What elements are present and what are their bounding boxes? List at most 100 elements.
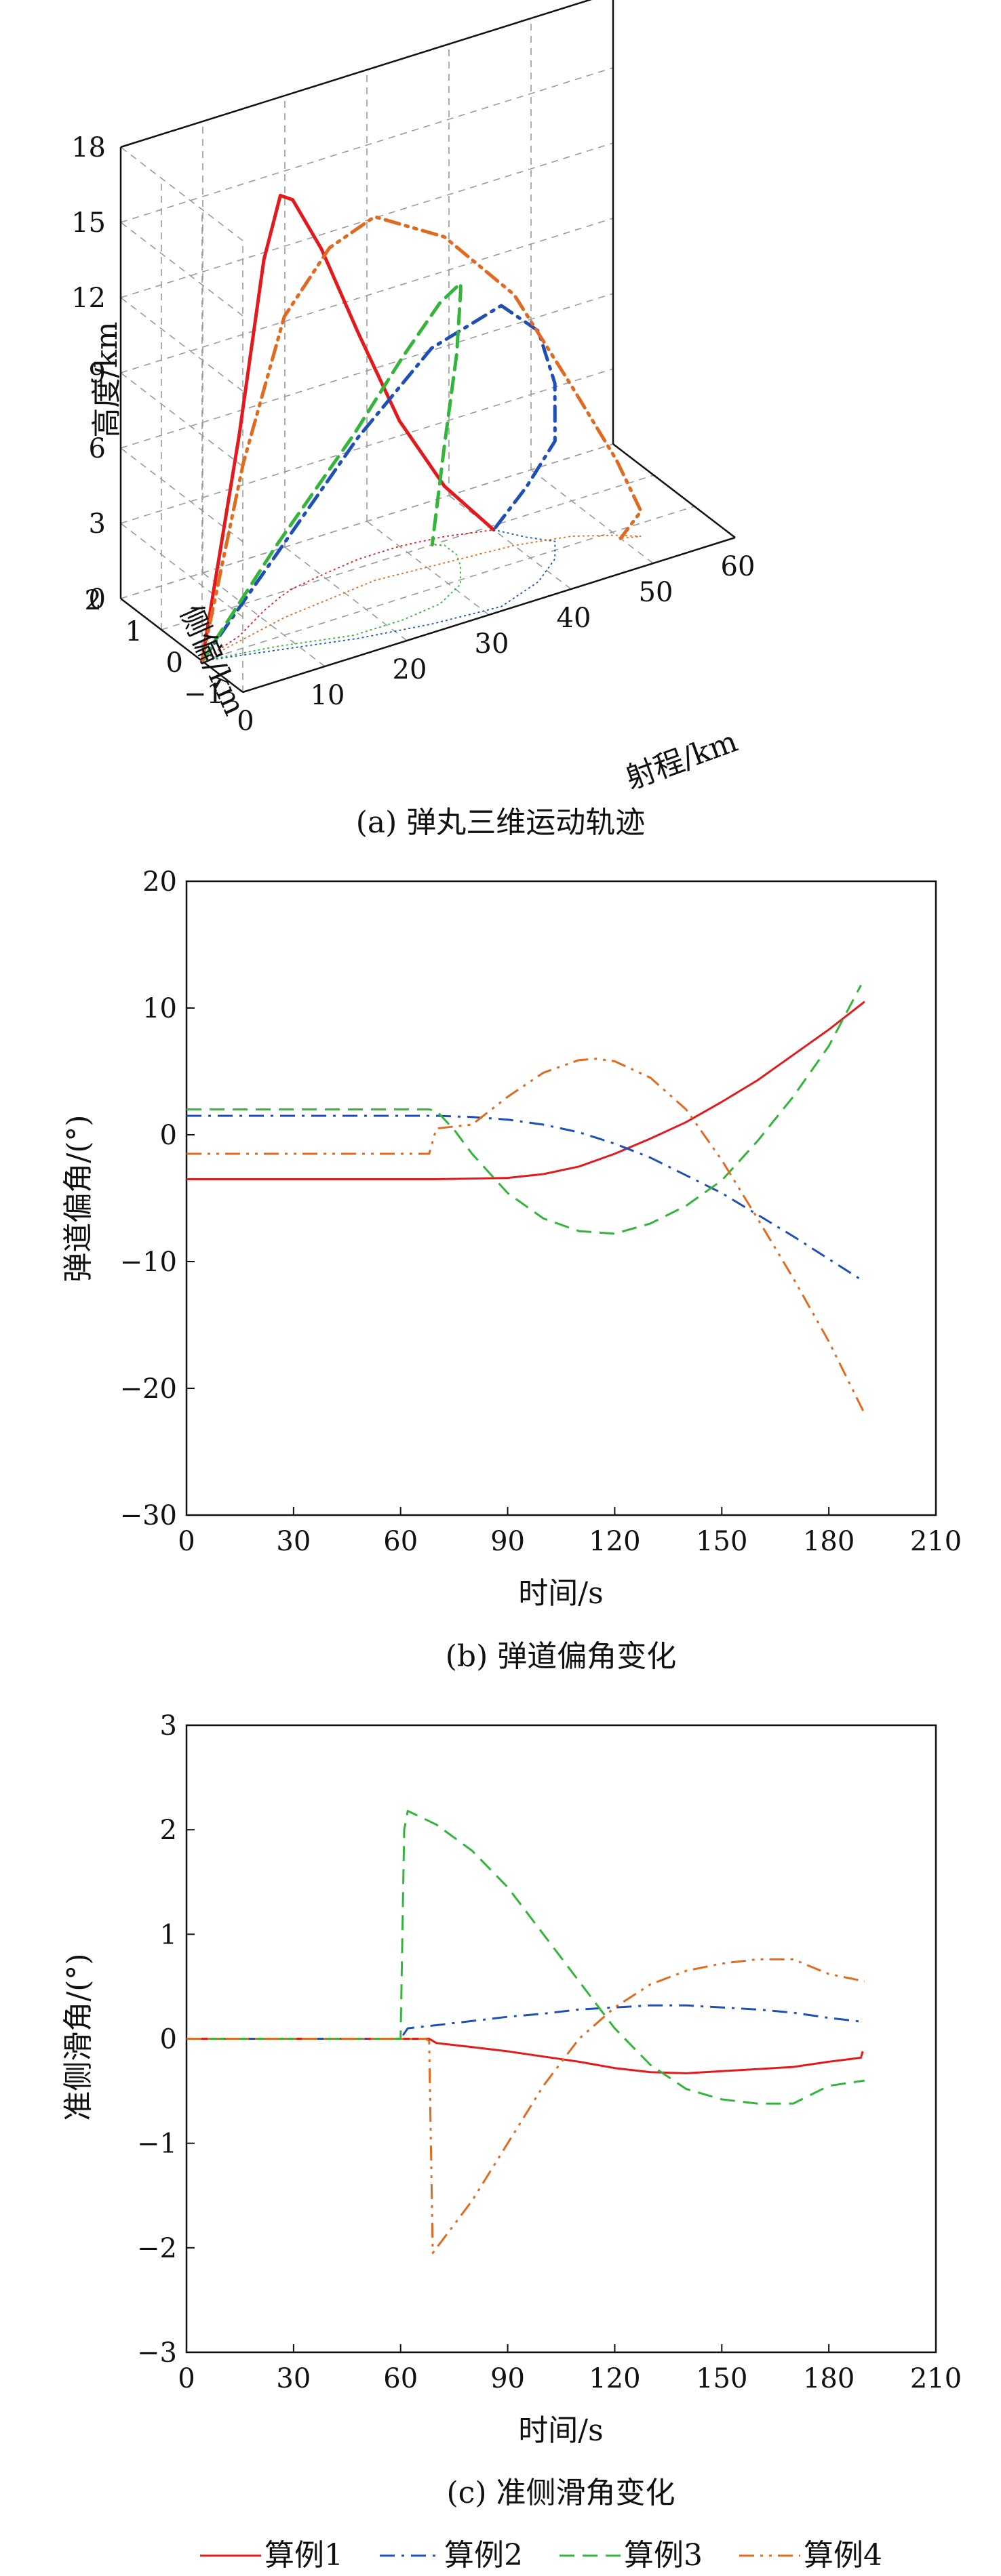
series-line-4 (187, 1058, 866, 1415)
grid-line (366, 521, 490, 616)
grid-line (120, 142, 614, 298)
grid-line (120, 297, 243, 392)
xtick-label: 120 (589, 2363, 640, 2394)
grid-line (201, 506, 695, 662)
grid-line (120, 368, 614, 524)
axis-box-edge (242, 536, 736, 693)
ytick-label: 2 (85, 585, 102, 616)
ztick-label: 15 (71, 207, 106, 239)
xtick-label: 120 (589, 1526, 640, 1557)
grid-line (120, 146, 243, 241)
ytick-label: −3 (137, 2337, 177, 2369)
xtick-label: 210 (910, 1526, 962, 1557)
xtick-label: 30 (475, 628, 509, 660)
ztick-label: 12 (71, 283, 106, 314)
series-projection-4 (201, 534, 642, 662)
xtick-label: 180 (803, 1526, 855, 1557)
ytick-label: 1 (125, 616, 142, 647)
grid-line (120, 372, 243, 467)
grid-line (120, 447, 243, 542)
grid-line (284, 546, 408, 641)
panel-c-caption: (c) 准侧滑角变化 (447, 2476, 675, 2510)
series-line-3 (200, 281, 463, 663)
ztick-label: 18 (71, 132, 106, 163)
ytick-label: −2 (137, 2233, 177, 2264)
series-line-4 (200, 215, 643, 663)
xtick-label: 0 (178, 2363, 195, 2394)
series-line-1 (187, 2038, 864, 2074)
grid-line (448, 495, 572, 590)
xtick-label: 0 (178, 1526, 195, 1557)
panel-a-grid (119, 0, 736, 693)
panel-b-frame (185, 880, 937, 1516)
legend-item-3: 算例3 (560, 2538, 703, 2573)
series-projection-2 (201, 529, 556, 662)
series-line-4 (187, 1958, 865, 2254)
series-line-1 (200, 193, 496, 663)
series-line-3 (187, 984, 862, 1235)
panel-a-caption: (a) 弹丸三维运动轨迹 (356, 805, 646, 840)
xtick-label: 210 (910, 2363, 962, 2394)
grid-line (120, 293, 614, 449)
panel-a-series (200, 193, 643, 663)
ytick-label: 1 (160, 1919, 177, 1950)
xtick-label: 90 (490, 2363, 525, 2394)
xtick-label: 10 (311, 680, 345, 711)
xtick-label: 50 (639, 577, 673, 608)
legend-label-1: 算例1 (264, 2538, 343, 2573)
series-line-3 (187, 1809, 865, 2105)
ytick-label: 0 (166, 647, 183, 679)
panel-b-xlabel: 时间/s (518, 1576, 603, 1611)
series-line-2 (187, 1114, 865, 1283)
xtick-label: 90 (490, 1526, 525, 1557)
xtick-label: 150 (696, 2363, 747, 2394)
xtick-label: 60 (721, 551, 755, 582)
xtick-label: 180 (803, 2363, 855, 2394)
grid-line (120, 222, 243, 317)
legend-item-4: 算例4 (739, 2538, 882, 2573)
panel-b-ticks: 0 30 60 90 120 150 180 210 20 10 0 −10 −20 −30 (120, 866, 962, 1557)
xtick-label: 40 (557, 603, 591, 634)
axis-box-edge (120, 0, 593, 148)
legend-item-1: 算例1 (200, 2538, 343, 2573)
xtick-label: 0 (237, 706, 254, 737)
ztick-label: 9 (89, 358, 106, 389)
series-line-1 (187, 1001, 865, 1180)
series-projection-1 (201, 529, 494, 662)
grid-line (530, 469, 654, 564)
axis-box-edge (612, 443, 736, 538)
panel-c-xlabel: 时间/s (518, 2413, 603, 2448)
ytick-label: 3 (160, 1710, 177, 1742)
xtick-label: 60 (383, 1526, 418, 1557)
ytick-label: 10 (142, 993, 177, 1024)
panel-a-xlabel: 射程/km (621, 724, 742, 796)
ytick-label: −1 (137, 2129, 177, 2160)
panel-a-zlabel: 高度/km (90, 321, 124, 437)
panel-c-series (187, 1809, 865, 2254)
ztick-label: 6 (89, 433, 106, 464)
ztick-label: 3 (89, 508, 106, 540)
legend-label-4: 算例4 (804, 2538, 882, 2573)
grid-line (120, 523, 243, 618)
grid-line (120, 67, 614, 223)
grid-line (120, 218, 614, 374)
series-projection-3 (201, 544, 462, 662)
xtick-label: 30 (276, 2363, 311, 2394)
xtick-label: 150 (696, 1526, 747, 1557)
ztick-label: 0 (89, 584, 106, 615)
ytick-label: −30 (120, 1500, 177, 1531)
ytick-label: 0 (160, 2024, 177, 2055)
ytick-label: 2 (160, 1815, 177, 1846)
ytick-label: −1 (184, 679, 224, 710)
legend-label-3: 算例3 (624, 2538, 703, 2573)
ytick-label: 20 (142, 866, 177, 898)
panel-b-caption: (b) 弹道偏角变化 (446, 1639, 676, 1674)
legend: 算例1 算例2 算例3 算例4 (200, 2538, 882, 2573)
panel-c-ylabel: 准侧滑角/(°) (61, 1953, 96, 2120)
grid-line (120, 443, 614, 599)
